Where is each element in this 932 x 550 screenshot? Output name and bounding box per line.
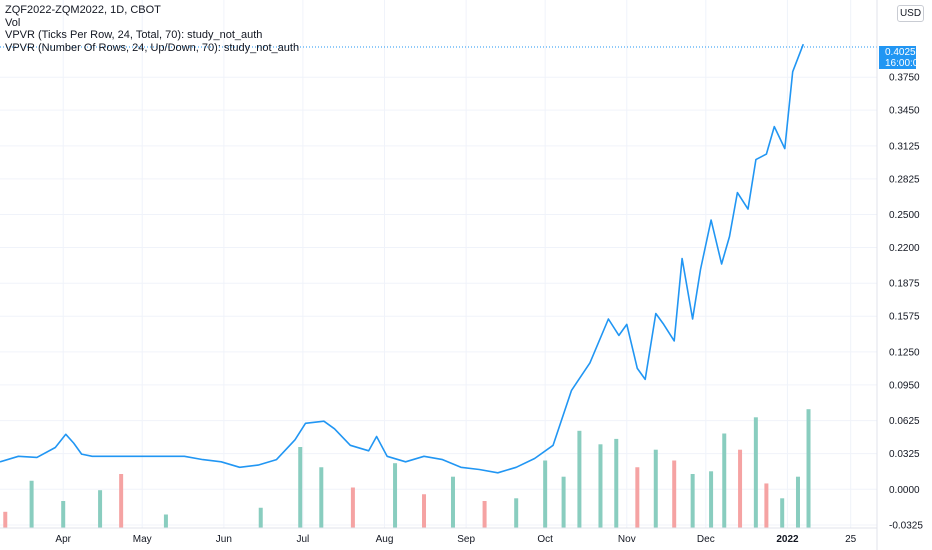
last-price-label: 0.4025 16:00:09 — [879, 46, 924, 69]
chart-legend: ZQF2022-ZQM2022, 1D, CBOT Vol VPVR (Tick… — [5, 4, 299, 54]
volume-bar — [29, 480, 34, 528]
legend-symbol-line[interactable]: ZQF2022-ZQM2022, 1D, CBOT — [5, 4, 161, 16]
price-axis-tick-label: 0.0950 — [889, 380, 920, 391]
volume-bar — [258, 507, 263, 528]
volume-bar — [3, 511, 8, 528]
volume-bar — [514, 498, 519, 528]
price-axis-tick-label: 0.3450 — [889, 106, 920, 117]
volume-bar — [119, 474, 124, 528]
price-axis-tick-label: 0.3125 — [889, 141, 920, 152]
time-axis-tick-label: 25 — [845, 534, 857, 545]
volume-bar — [319, 467, 324, 528]
time-axis-tick-label: Jun — [216, 534, 232, 545]
volume-bar — [450, 476, 455, 528]
price-axis-tick-label: 0.0325 — [889, 449, 920, 460]
volume-bar — [738, 449, 743, 528]
volume-bar — [598, 444, 603, 528]
volume-bar — [653, 449, 658, 528]
time-axis-tick-label: Sep — [457, 534, 475, 545]
time-axis[interactable]: Apr May Jun Jul Aug Sep Oct Nov Dec 2022 25 — [55, 534, 856, 545]
last-price-value: 0.4025 — [885, 47, 916, 58]
volume-bar — [298, 447, 303, 528]
volume-bar — [482, 501, 487, 528]
price-series-line — [0, 43, 805, 474]
price-axis[interactable]: -0.0325 0.0000 0.0325 0.0625 0.0950 0.1250 0.1… — [889, 73, 923, 532]
volume-bar — [543, 460, 548, 528]
legend-vpvr-total-line[interactable]: VPVR (Ticks Per Row, 24, Total, 70): stu… — [5, 29, 263, 41]
legend-volume-line[interactable]: Vol — [5, 16, 21, 29]
time-axis-tick-label: Dec — [697, 534, 715, 545]
price-axis-tick-label: 0.3750 — [889, 73, 920, 84]
volume-bar — [393, 463, 398, 528]
time-axis-tick-label: Aug — [376, 534, 394, 545]
volume-bar — [806, 409, 811, 528]
volume-bar — [672, 460, 677, 528]
time-axis-tick-label: Apr — [55, 534, 71, 545]
volume-bar — [163, 514, 168, 528]
time-axis-tick-label: Jul — [296, 534, 309, 545]
time-axis-tick-label: 2022 — [776, 534, 799, 545]
time-axis-tick-label: Oct — [537, 534, 553, 545]
chart-grid — [0, 0, 877, 528]
volume-bar — [764, 483, 769, 528]
volume-bar — [61, 501, 66, 528]
price-axis-tick-label: 0.2200 — [889, 243, 920, 254]
time-axis-tick-label: Nov — [618, 534, 636, 545]
currency-button[interactable]: USD — [897, 5, 924, 22]
price-axis-tick-label: 0.2825 — [889, 174, 920, 185]
volume-bar — [709, 471, 714, 528]
volume-bar — [422, 494, 427, 528]
price-axis-tick-label: 0.0625 — [889, 416, 920, 427]
volume-bars — [3, 409, 811, 528]
price-axis-tick-label: 0.2500 — [889, 210, 920, 221]
price-axis-tick-label: 0.1575 — [889, 312, 920, 323]
volume-bar — [690, 474, 695, 528]
time-axis-tick-label: May — [133, 534, 152, 545]
price-axis-tick-label: 0.1250 — [889, 347, 920, 358]
price-axis-tick-label: 0.1875 — [889, 279, 920, 290]
volume-bar — [561, 476, 566, 528]
volume-bar — [98, 490, 103, 528]
volume-bar — [350, 487, 355, 528]
volume-bar — [753, 417, 758, 528]
volume-bar — [635, 467, 640, 528]
volume-bar — [780, 498, 785, 528]
volume-bar — [795, 476, 800, 528]
price-axis-tick-label: 0.0000 — [889, 485, 920, 496]
volume-bar — [722, 433, 727, 528]
price-axis-tick-label: -0.0325 — [889, 521, 923, 532]
legend-vpvr-updown-line[interactable]: VPVR (Number Of Rows, 24, Up/Down, 70): … — [5, 41, 300, 54]
bar-countdown: 16:00:09 — [885, 58, 924, 69]
volume-bar — [614, 438, 619, 528]
volume-bar — [577, 430, 582, 528]
price-line-series — [0, 43, 805, 474]
